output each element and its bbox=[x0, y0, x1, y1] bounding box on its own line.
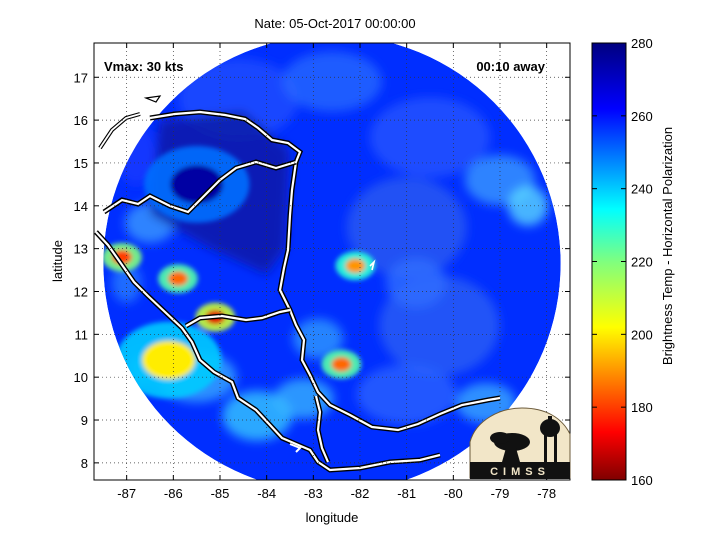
x-tick-label: -86 bbox=[164, 486, 183, 501]
swath-texture bbox=[111, 51, 548, 441]
x-tick-label: -85 bbox=[211, 486, 230, 501]
y-tick-label: 13 bbox=[74, 242, 88, 257]
chart-title: Nate: 05-Oct-2017 00:00:00 bbox=[254, 16, 415, 31]
y-tick-label: 17 bbox=[74, 70, 88, 85]
x-tick-label: -87 bbox=[117, 486, 136, 501]
feature-cold-cell-honduras bbox=[168, 271, 188, 286]
coastlines bbox=[94, 95, 501, 473]
away-annotation: 00:10 away bbox=[476, 59, 545, 74]
feature-cold-cell-center bbox=[345, 258, 366, 273]
x-tick-label: -81 bbox=[397, 486, 416, 501]
x-tick-label: -84 bbox=[257, 486, 276, 501]
y-tick-label: 9 bbox=[81, 413, 88, 428]
colorbar-tick-label: 240 bbox=[631, 182, 653, 197]
colorbar-tick-label: 200 bbox=[631, 327, 653, 342]
x-tick-label: -83 bbox=[304, 486, 323, 501]
colorbar-scale bbox=[591, 42, 627, 481]
island-left bbox=[143, 95, 162, 103]
colorbar: 160 180 200 220 240 260 280 Brightness Temp - … bbox=[591, 36, 675, 488]
colorbar-tick-label: 180 bbox=[631, 400, 653, 415]
colorbar-tick-label: 280 bbox=[631, 36, 653, 51]
feature-cold-cell-south bbox=[142, 340, 196, 380]
x-tick-label: -79 bbox=[491, 486, 510, 501]
colorbar-label: Brightness Temp - Horizontal Polarizatio… bbox=[660, 127, 675, 365]
x-axis-label: longitude bbox=[306, 510, 359, 525]
x-tick-label: -80 bbox=[444, 486, 463, 501]
axis-ticks: -87 -86 -85 -84 -83 -82 -81 -80 -79 -78 8 9 10 11 12 13… bbox=[74, 43, 570, 501]
swath bbox=[103, 43, 561, 480]
x-tick-label: -82 bbox=[351, 486, 370, 501]
colorbar-tick-label: 220 bbox=[631, 255, 653, 270]
feature-cold-cell-southeast bbox=[331, 357, 352, 372]
y-tick-label: 15 bbox=[74, 156, 88, 171]
y-tick-label: 12 bbox=[74, 284, 88, 299]
y-tick-label: 14 bbox=[74, 199, 88, 214]
colorbar-tick-label: 260 bbox=[631, 109, 653, 124]
colorbar-tick-label: 160 bbox=[631, 473, 653, 488]
vmax-annotation: Vmax: 30 kts bbox=[104, 59, 184, 74]
svg-text:CIMSS: CIMSS bbox=[490, 466, 550, 478]
colorbar-ticks: 160 180 200 220 240 260 280 bbox=[592, 36, 653, 488]
island-providencia bbox=[369, 259, 376, 271]
y-tick-label: 16 bbox=[74, 113, 88, 128]
y-tick-label: 10 bbox=[74, 370, 88, 385]
y-axis-label: latitude bbox=[50, 240, 65, 282]
island-gulf bbox=[289, 443, 302, 453]
y-tick-label: 8 bbox=[81, 456, 88, 471]
feature-warm-land-honduras bbox=[170, 165, 224, 204]
cimss-logo: CIMSS bbox=[469, 407, 571, 479]
plot-frame bbox=[93, 42, 571, 481]
y-tick-label: 11 bbox=[75, 327, 89, 342]
x-tick-label: -78 bbox=[537, 486, 556, 501]
